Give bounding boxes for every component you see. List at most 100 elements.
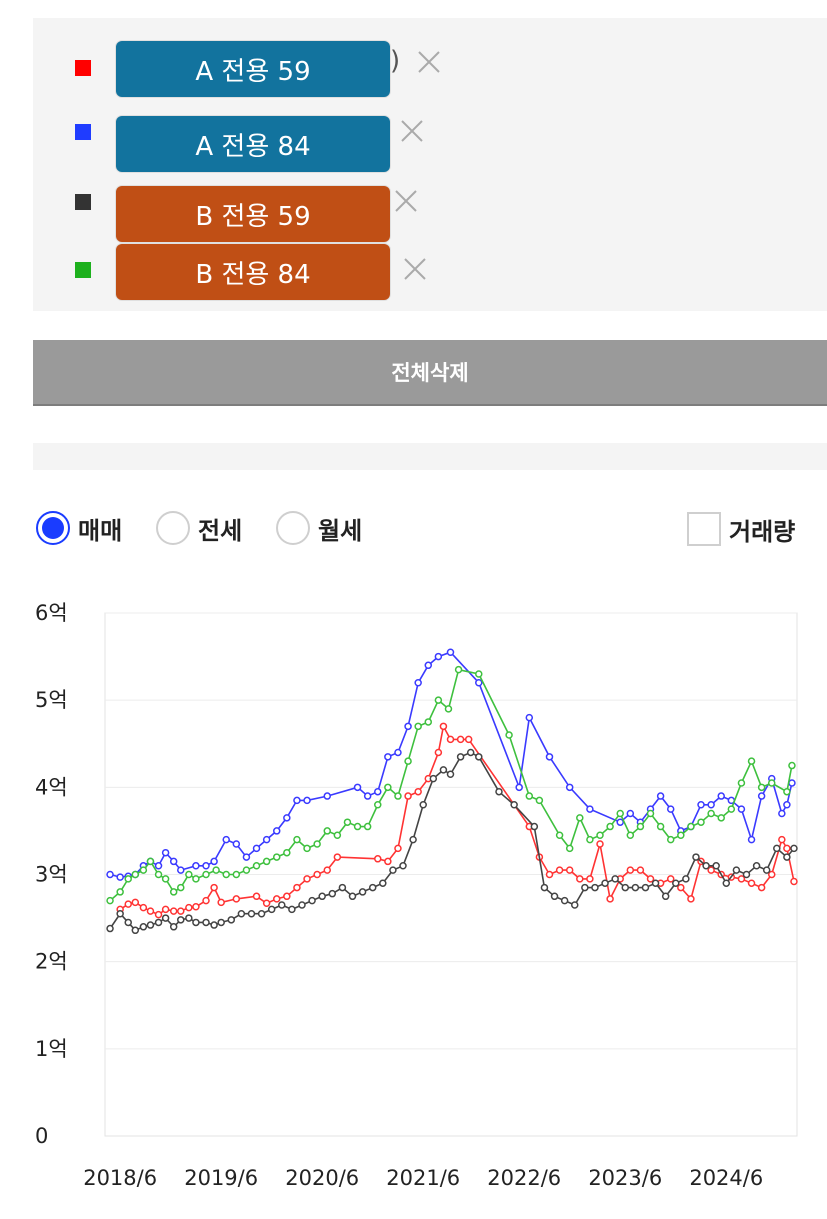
series-3-point xyxy=(581,883,589,892)
series-4-point xyxy=(666,835,675,844)
series-2-point xyxy=(192,862,200,870)
series-1-point xyxy=(596,840,604,848)
x-tick-label: 2022/6 xyxy=(487,1166,561,1190)
series-2-point xyxy=(697,801,705,809)
series-1-point xyxy=(262,899,271,908)
series-3-point xyxy=(429,774,438,783)
series-3-point xyxy=(510,801,518,809)
remove-item-3-icon[interactable] xyxy=(393,188,419,214)
series-3-point xyxy=(192,918,200,927)
series-4-point xyxy=(323,827,331,835)
series-line-4 xyxy=(109,668,793,902)
series-1-point xyxy=(252,892,261,901)
legend-swatch-1 xyxy=(75,60,91,76)
series-1-point xyxy=(202,896,210,905)
series-2-point xyxy=(656,792,665,800)
series-3-point xyxy=(783,853,791,861)
series-2-point xyxy=(626,809,635,818)
series-4-point xyxy=(192,875,200,883)
series-1-point xyxy=(394,844,402,853)
series-2-point xyxy=(272,827,281,835)
series-3-point xyxy=(712,862,720,870)
series-4-point xyxy=(272,853,281,861)
series-3-point xyxy=(210,921,218,929)
series-2-point xyxy=(515,783,523,792)
legend-row-4: B 전용 84 xyxy=(33,244,827,300)
series-4-point xyxy=(303,844,311,853)
series-2-point xyxy=(363,792,372,800)
volume-checkbox[interactable] xyxy=(687,512,721,546)
series-4-point xyxy=(783,787,791,796)
legend-swatch-2 xyxy=(75,124,91,140)
series-4-point xyxy=(177,883,185,892)
series-4-point xyxy=(394,792,402,800)
series-4-point xyxy=(626,831,635,840)
series-1-point xyxy=(192,903,200,911)
series-4-point xyxy=(232,870,241,879)
series-1-point xyxy=(232,895,241,903)
series-1-point xyxy=(666,875,675,883)
series-2-point xyxy=(737,805,746,813)
series-4-point xyxy=(404,757,412,765)
series-4-point xyxy=(697,818,705,826)
volume-toggle[interactable]: 거래량 xyxy=(687,509,795,549)
series-1-point xyxy=(778,835,786,844)
series-1-point xyxy=(333,853,342,861)
legend-name-4: B 전용 84 xyxy=(116,244,390,300)
series-3-point xyxy=(621,883,630,892)
series-1-point xyxy=(586,875,594,883)
series-3-point xyxy=(358,888,367,896)
delete-all-button[interactable]: 전체삭제 xyxy=(33,340,827,406)
trade-type-jeonse-radio[interactable]: 전세 xyxy=(156,508,242,548)
remove-item-2-icon[interactable] xyxy=(399,118,425,144)
series-3-point xyxy=(631,883,640,892)
series-3-point xyxy=(146,921,155,929)
series-3-point xyxy=(530,822,539,831)
series-1-point xyxy=(555,866,564,874)
series-4-point xyxy=(707,809,715,818)
x-tick-label: 2024/6 xyxy=(689,1166,763,1190)
series-2-point xyxy=(717,792,725,800)
series-1-point xyxy=(767,870,776,879)
series-2-point xyxy=(666,805,675,813)
series-2-point xyxy=(252,844,261,853)
series-3-point xyxy=(185,914,193,922)
trade-type-sale-label: 매매 xyxy=(78,516,123,545)
series-2-point xyxy=(586,805,594,813)
series-3-point xyxy=(702,862,710,870)
series-1-point xyxy=(293,883,301,892)
series-4-point xyxy=(788,761,796,770)
series-1-point xyxy=(456,735,465,744)
series-4-point xyxy=(124,875,132,883)
series-3-point xyxy=(288,905,296,914)
series-4-point xyxy=(505,731,513,739)
series-3-point xyxy=(571,901,579,909)
series-2-point xyxy=(565,783,574,792)
remove-item-1-icon[interactable] xyxy=(416,49,442,75)
remove-item-4-icon[interactable] xyxy=(402,256,428,282)
series-1-point xyxy=(464,735,473,744)
series-3-point xyxy=(227,916,236,924)
series-1-point xyxy=(707,866,715,874)
series-2-point xyxy=(783,801,791,809)
series-3-point xyxy=(601,879,609,887)
series-3-point xyxy=(611,875,619,883)
series-3-point xyxy=(308,896,316,905)
trade-type-monthly-radio[interactable]: 월세 xyxy=(276,508,362,548)
x-tick-label: 2021/6 xyxy=(386,1166,460,1190)
series-4-point xyxy=(747,757,756,765)
series-1-point xyxy=(131,898,140,907)
y-tick-label: 5억 xyxy=(35,688,68,712)
series-2-point xyxy=(154,862,163,870)
series-2-point xyxy=(446,648,455,656)
series-3-point xyxy=(692,853,700,861)
trade-type-monthly-label: 월세 xyxy=(318,516,363,545)
trade-type-sale-radio[interactable]: 매매 xyxy=(36,508,122,548)
series-4-point xyxy=(444,705,453,713)
series-1-point xyxy=(545,870,554,879)
series-4-point xyxy=(116,888,124,896)
series-4-point xyxy=(565,844,574,853)
series-3-point xyxy=(409,835,417,844)
series-4-point xyxy=(737,779,746,787)
series-3-point xyxy=(161,914,170,922)
